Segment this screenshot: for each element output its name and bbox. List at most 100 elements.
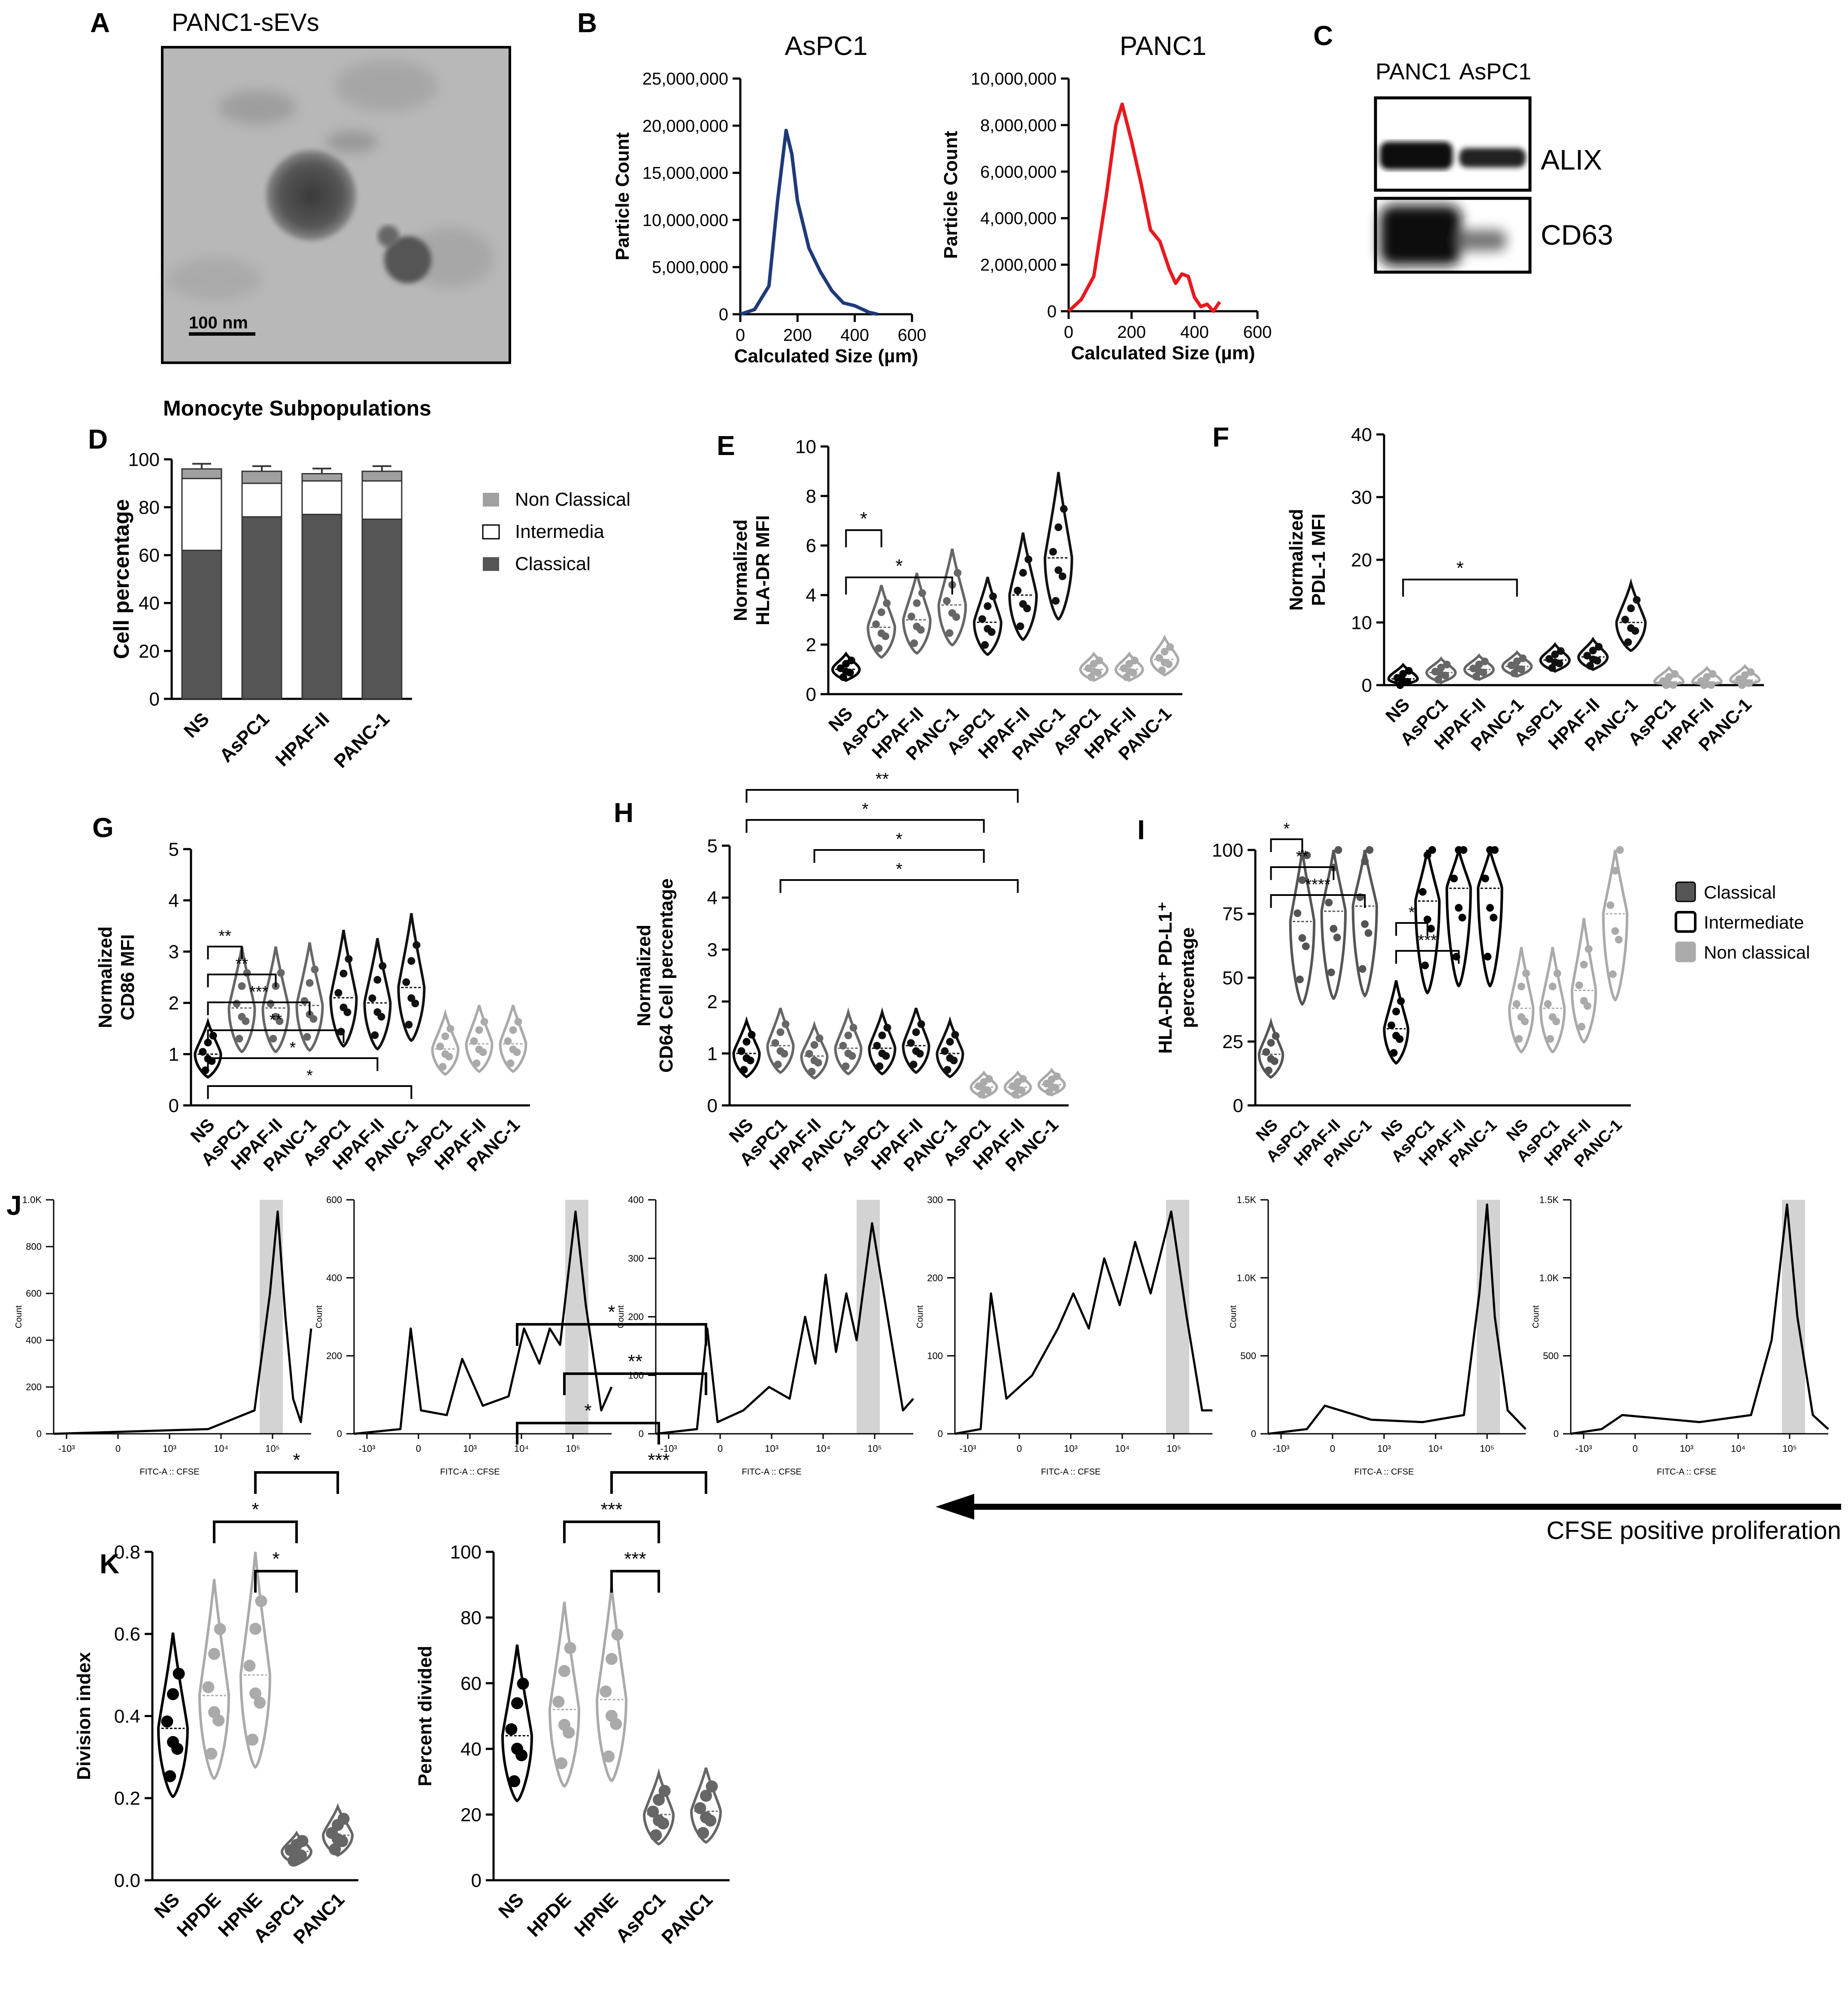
violin bbox=[1463, 653, 1495, 681]
data-point bbox=[509, 1045, 517, 1053]
data-point bbox=[509, 1026, 517, 1034]
violin bbox=[1043, 472, 1073, 621]
significance-label: * bbox=[293, 1450, 300, 1471]
x-tick-label: 10⁵ bbox=[566, 1443, 580, 1454]
data-point bbox=[300, 997, 309, 1005]
significance-label: ** bbox=[876, 770, 889, 789]
y-tick-label: 1.0K bbox=[1237, 1272, 1257, 1283]
y-tick-label: 5,000,000 bbox=[652, 258, 728, 277]
bar-segment bbox=[241, 483, 282, 518]
data-point bbox=[985, 1075, 993, 1083]
data-point bbox=[771, 1039, 779, 1047]
data-point bbox=[1049, 548, 1057, 556]
significance-label: ** bbox=[628, 1351, 642, 1372]
data-point bbox=[368, 994, 376, 1002]
legend-label: Classical bbox=[1704, 882, 1776, 902]
tem-texture bbox=[167, 60, 494, 300]
axis-label: Division index bbox=[73, 1652, 94, 1780]
significance-label: **** bbox=[1305, 876, 1330, 894]
axis-label: CD86 MFI bbox=[117, 934, 138, 1020]
data-point bbox=[742, 1038, 751, 1046]
data-point bbox=[907, 613, 915, 621]
y-tick-label: 600 bbox=[26, 1288, 42, 1299]
band-label-alix: ALIX bbox=[1541, 144, 1602, 176]
legend-label: Intermediate bbox=[1704, 912, 1804, 932]
chart-d: 0 20 40 60 80 100 Cell percentage NS AsPC1HPAF-I… bbox=[109, 449, 630, 772]
legend-label: Intermedia bbox=[515, 521, 604, 542]
significance-label: * bbox=[306, 1067, 313, 1085]
data-point bbox=[1595, 643, 1603, 651]
bar-segment bbox=[181, 478, 222, 551]
axis-label: Normalized bbox=[730, 519, 751, 621]
data-point bbox=[873, 1041, 881, 1050]
data-point bbox=[1397, 997, 1405, 1005]
y-tick-label: 0 bbox=[149, 689, 160, 710]
y-tick-label: 400 bbox=[326, 1272, 342, 1283]
data-point bbox=[1475, 660, 1483, 668]
violin bbox=[937, 548, 967, 647]
y-tick-label: 1 bbox=[169, 1044, 179, 1065]
data-point bbox=[1437, 671, 1445, 679]
data-point bbox=[748, 1031, 756, 1039]
data-point bbox=[611, 1628, 624, 1641]
y-tick-label: 0 bbox=[36, 1429, 42, 1439]
axis-label: Particle Count bbox=[940, 131, 961, 259]
x-tick-label: 0 bbox=[718, 1443, 723, 1454]
significance-label: *** bbox=[624, 1548, 646, 1569]
bar-segment bbox=[301, 513, 342, 700]
axis-label: Percent divided bbox=[415, 1646, 436, 1787]
data-point bbox=[647, 1806, 659, 1818]
x-tick-label: NS bbox=[494, 1889, 528, 1922]
data-point bbox=[173, 1667, 185, 1680]
significance-label: * bbox=[290, 1039, 296, 1057]
data-point bbox=[1393, 674, 1401, 682]
legend-label: Non classical bbox=[1704, 942, 1810, 962]
axis-label: Particle Count bbox=[612, 132, 633, 261]
data-point bbox=[269, 1035, 277, 1043]
y-axis-label: Count bbox=[915, 1305, 925, 1328]
data-point bbox=[1160, 659, 1169, 667]
axis-label: Normalized bbox=[633, 925, 654, 1026]
x-tick-label: 10³ bbox=[1377, 1443, 1391, 1454]
data-point bbox=[984, 625, 992, 633]
data-point bbox=[508, 1775, 521, 1788]
data-point bbox=[1553, 969, 1561, 977]
significance-bracket bbox=[845, 577, 953, 595]
data-point bbox=[332, 1833, 344, 1845]
flow-histograms: 0 200 400 600 800 1.0K Count -10³ 0 10³ 10⁴ 10⁵ FITC… bbox=[14, 1195, 1829, 1477]
data-point bbox=[1546, 1035, 1554, 1043]
y-tick-label: 10 bbox=[795, 436, 816, 457]
data-point bbox=[1522, 969, 1530, 977]
x-tick-label: 10³ bbox=[163, 1443, 176, 1454]
significance-label: ** bbox=[236, 955, 248, 973]
significance-label: * bbox=[1284, 820, 1290, 838]
violin bbox=[868, 1007, 897, 1076]
violin bbox=[1425, 656, 1457, 684]
y-tick-label: 2 bbox=[707, 991, 718, 1012]
data-point bbox=[337, 1812, 350, 1825]
y-tick-label: 500 bbox=[1543, 1351, 1559, 1361]
significance-bracket bbox=[213, 1520, 298, 1543]
data-point bbox=[255, 1595, 267, 1607]
data-point bbox=[209, 1032, 217, 1040]
data-point bbox=[1544, 1000, 1552, 1008]
x-tick-label: -10³ bbox=[1272, 1443, 1289, 1454]
data-point bbox=[1741, 678, 1749, 686]
data-point bbox=[243, 1660, 256, 1672]
panel-d-title: Monocyte Subpopulations bbox=[163, 396, 431, 420]
panel-a-title: PANC1-sEVs bbox=[172, 9, 319, 36]
data-point bbox=[943, 1066, 951, 1074]
chart-b-panc1: PANC1 0 2,000,000 4,000,000 6,000,000 8,000,0… bbox=[940, 31, 1272, 364]
x-tick-label: PANC1 bbox=[657, 1889, 717, 1948]
significance-label: *** bbox=[1418, 932, 1437, 950]
data-point bbox=[878, 1049, 886, 1057]
data-point bbox=[1361, 920, 1369, 928]
bar-segment bbox=[361, 480, 403, 520]
violin bbox=[227, 946, 256, 1053]
significance-label: * bbox=[1456, 558, 1463, 579]
y-tick-label: 60 bbox=[139, 545, 160, 566]
x-tick-label: 10⁴ bbox=[1428, 1443, 1443, 1454]
data-point bbox=[371, 1031, 379, 1039]
